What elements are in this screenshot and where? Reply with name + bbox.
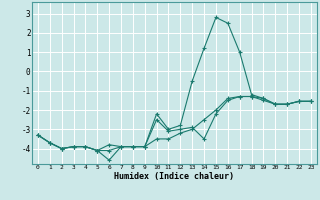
X-axis label: Humidex (Indice chaleur): Humidex (Indice chaleur) bbox=[115, 172, 234, 181]
